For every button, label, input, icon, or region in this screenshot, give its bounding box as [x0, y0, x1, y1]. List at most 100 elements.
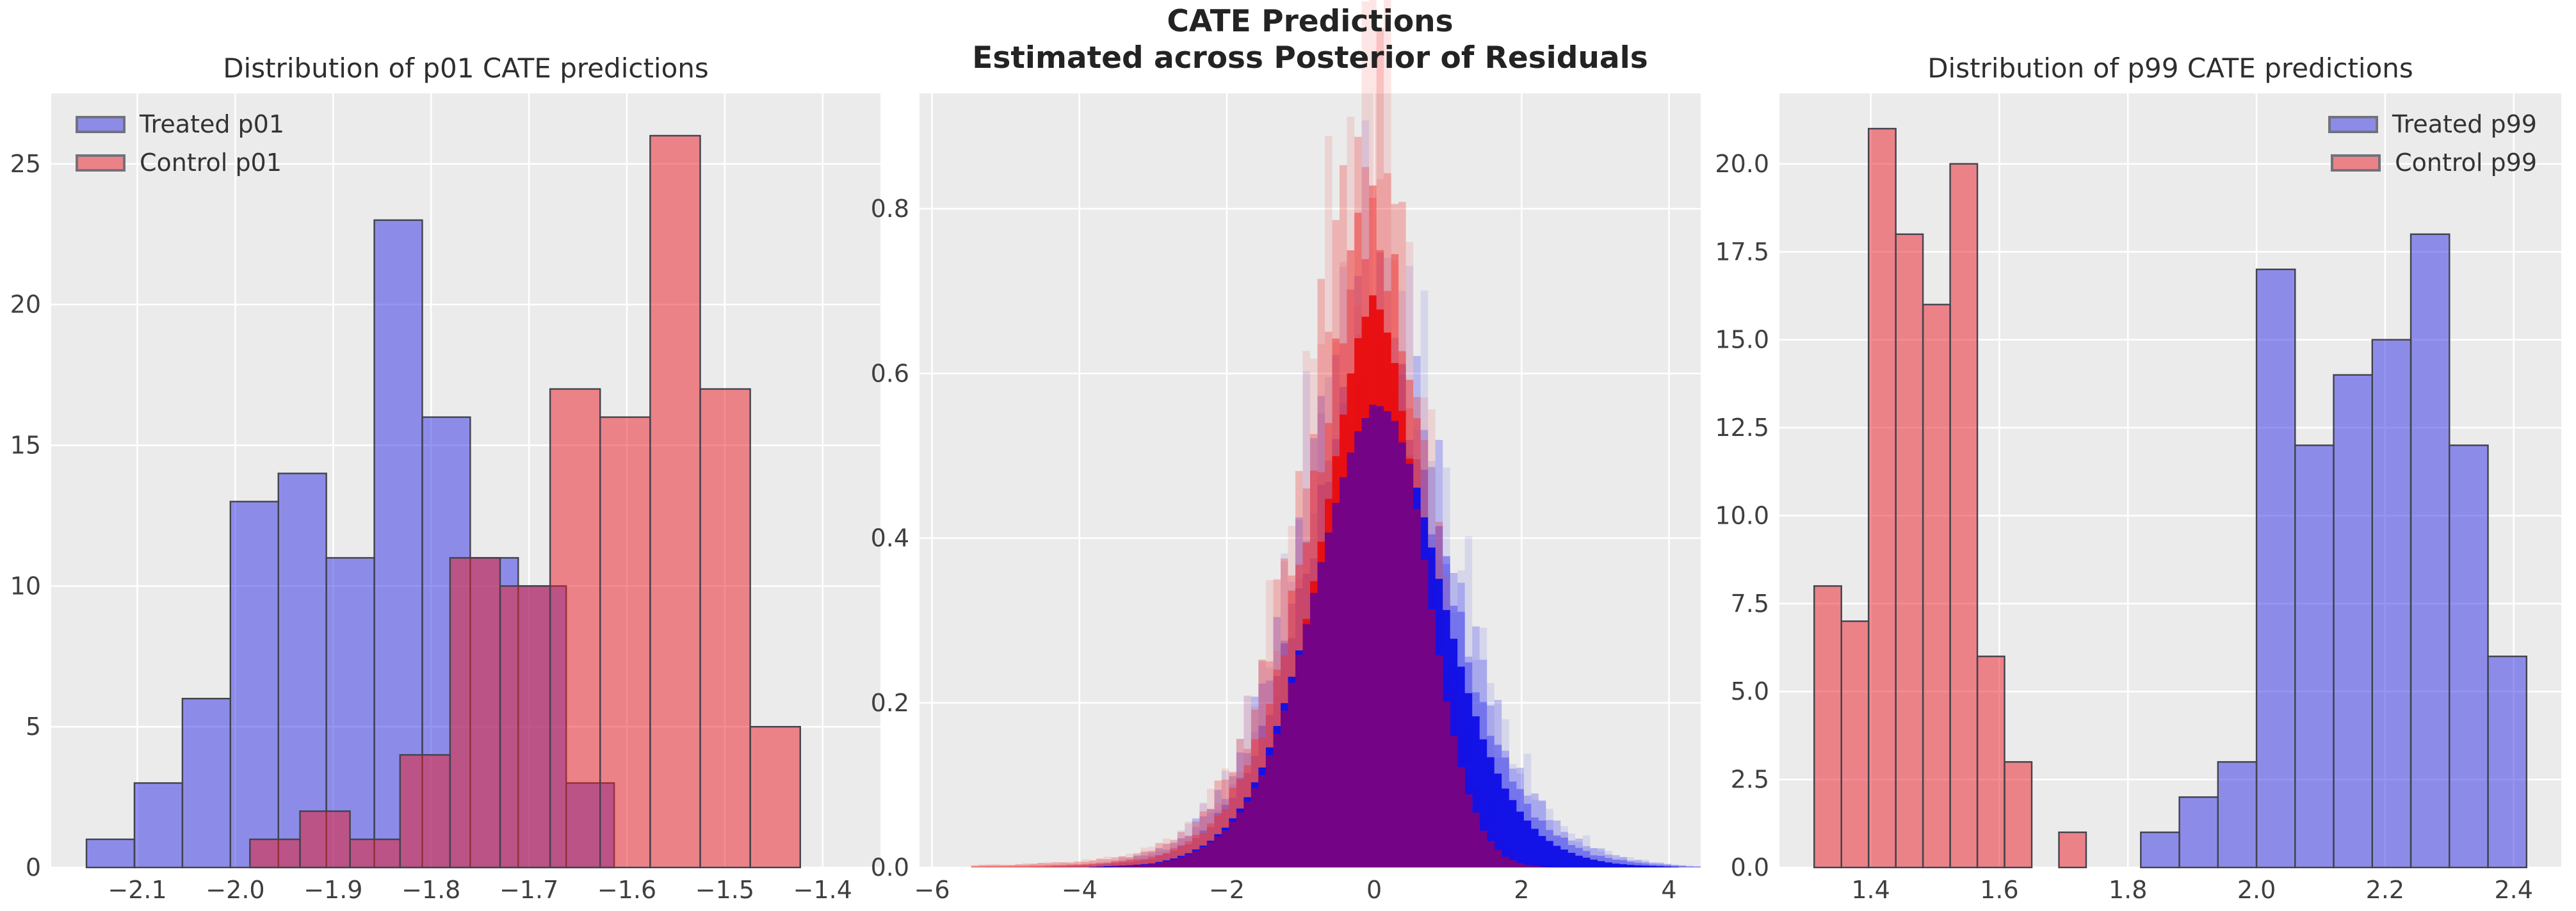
cate-posterior-x-tick-labels: −6 −4 −2 0 2 4 — [914, 876, 1677, 904]
histogram-bar — [399, 754, 451, 869]
legend-row: Control p99 — [2328, 149, 2537, 177]
histogram-bar — [2178, 796, 2219, 869]
histogram-bar — [549, 388, 601, 869]
histogram-bar — [2487, 656, 2527, 869]
histogram-bar — [2217, 761, 2258, 869]
svg-text:2.0: 2.0 — [2237, 876, 2276, 904]
p99-y-tick-labels: 0.0 2.5 5.0 7.5 10.0 12.5 15.0 17.5 20.0 — [1715, 150, 1769, 882]
cate-posterior-y-tick-labels: 0.0 0.2 0.4 0.6 0.8 — [871, 195, 909, 882]
svg-text:20: 20 — [10, 291, 41, 319]
histogram-bar — [1895, 233, 1924, 869]
cate-plot-title: CATE Predictions Estimated across Poster… — [919, 3, 1701, 76]
histogram-bar — [277, 472, 327, 869]
overlap-density-core — [1111, 405, 1546, 867]
svg-text:−1.4: −1.4 — [793, 876, 852, 904]
cate-title-line2: Estimated across Posterior of Residuals — [972, 40, 1648, 76]
histogram-bar — [249, 838, 301, 869]
cate-title-line1: CATE Predictions — [1167, 4, 1454, 39]
svg-text:5: 5 — [26, 713, 41, 741]
legend-row: Control p01 — [76, 149, 284, 177]
svg-text:−1.6: −1.6 — [597, 876, 656, 904]
svg-text:2: 2 — [1514, 876, 1529, 904]
treated-p01-label: Treated p01 — [140, 110, 285, 138]
svg-text:17.5: 17.5 — [1715, 238, 1769, 266]
treated-p01-swatch — [76, 115, 126, 133]
svg-text:−1.7: −1.7 — [499, 876, 558, 904]
histogram-bar — [2058, 831, 2087, 869]
svg-text:−1.9: −1.9 — [304, 876, 362, 904]
histogram-bar — [449, 557, 501, 869]
svg-text:7.5: 7.5 — [1731, 590, 1769, 618]
svg-text:−1.5: −1.5 — [695, 876, 754, 904]
legend-row: Treated p99 — [2328, 110, 2537, 138]
svg-text:0.6: 0.6 — [871, 359, 909, 387]
svg-text:−4: −4 — [1062, 876, 1098, 904]
histogram-bar — [1949, 163, 1979, 869]
control-p99-label: Control p99 — [2395, 149, 2537, 177]
histogram-bar — [2410, 233, 2450, 869]
histogram-bar — [1976, 656, 2005, 869]
svg-text:−2.1: −2.1 — [108, 876, 166, 904]
svg-text:12.5: 12.5 — [1715, 414, 1769, 442]
histogram-bar — [2449, 444, 2489, 869]
histogram-bar — [229, 501, 279, 869]
histogram-bar — [349, 838, 401, 869]
svg-text:2.2: 2.2 — [2366, 876, 2404, 904]
svg-text:2.5: 2.5 — [1731, 766, 1769, 794]
legend-row: Treated p01 — [76, 110, 284, 138]
svg-text:−1.8: −1.8 — [401, 876, 460, 904]
p01-legend: Treated p01 Control p01 — [76, 110, 284, 177]
svg-text:15: 15 — [10, 431, 41, 460]
histogram-bar — [499, 585, 551, 869]
p01-control-bars — [249, 134, 801, 869]
p99-control-bars — [1813, 127, 2087, 869]
histogram-bar — [1840, 620, 1870, 869]
p01-y-tick-labels: 0 5 10 15 20 25 — [10, 150, 41, 882]
p01-panel: −2.1 −2.0 −1.9 −1.8 −1.7 −1.6 −1.5 −1.4 0 5 10 15 20… — [10, 93, 880, 904]
svg-text:1.4: 1.4 — [1851, 876, 1890, 904]
p01-x-tick-labels: −2.1 −2.0 −1.9 −1.8 −1.7 −1.6 −1.5 −1.4 — [108, 876, 852, 904]
svg-text:4: 4 — [1661, 876, 1676, 904]
histogram-bar — [85, 838, 136, 869]
svg-text:1.8: 1.8 — [2109, 876, 2147, 904]
svg-text:25: 25 — [10, 150, 41, 178]
histogram-bar — [181, 698, 231, 869]
control-p99-swatch — [2331, 154, 2381, 172]
svg-text:0.8: 0.8 — [871, 195, 909, 223]
cate-posterior-panel: −6 −4 −2 0 2 4 0.0 0.2 0.4 0.6 0.8 — [871, 0, 1701, 904]
histogram-bar — [1813, 585, 1842, 869]
svg-text:0.2: 0.2 — [871, 689, 909, 717]
p99-plot-title: Distribution of p99 CATE predictions — [1927, 52, 2413, 84]
svg-text:−2.0: −2.0 — [206, 876, 264, 904]
treated-p99-label: Treated p99 — [2392, 110, 2537, 138]
control-p01-swatch — [76, 154, 126, 172]
svg-text:2.4: 2.4 — [2494, 876, 2532, 904]
svg-text:0: 0 — [1366, 876, 1382, 904]
svg-text:0.0: 0.0 — [1731, 853, 1769, 882]
svg-text:0.0: 0.0 — [871, 853, 909, 882]
treated-p99-swatch — [2328, 115, 2378, 133]
svg-text:−6: −6 — [914, 876, 950, 904]
p99-treated-bars — [2140, 233, 2527, 869]
p99-legend: Treated p99 Control p99 — [2328, 110, 2537, 177]
histogram-bar — [2371, 339, 2412, 869]
svg-text:1.6: 1.6 — [1980, 876, 2018, 904]
svg-text:10: 10 — [10, 572, 41, 600]
svg-text:−2: −2 — [1209, 876, 1245, 904]
histogram-bar — [649, 134, 701, 869]
histogram-bar — [2294, 444, 2335, 869]
histogram-bar — [749, 725, 801, 869]
svg-text:15.0: 15.0 — [1715, 326, 1769, 354]
svg-text:0.4: 0.4 — [871, 524, 909, 552]
histogram-bar — [299, 810, 351, 869]
p99-panel: 1.4 1.6 1.8 2.0 2.2 2.4 0.0 2.5 5.0 7.5 10.0 12.5 15… — [1715, 93, 2561, 904]
svg-text:10.0: 10.0 — [1715, 501, 1769, 529]
p01-plot-title: Distribution of p01 CATE predictions — [223, 52, 709, 84]
svg-text:20.0: 20.0 — [1715, 150, 1769, 178]
control-p01-label: Control p01 — [140, 149, 282, 177]
histogram-bar — [2140, 831, 2180, 869]
svg-text:5.0: 5.0 — [1731, 677, 1769, 705]
histogram-bar — [1867, 127, 1897, 869]
